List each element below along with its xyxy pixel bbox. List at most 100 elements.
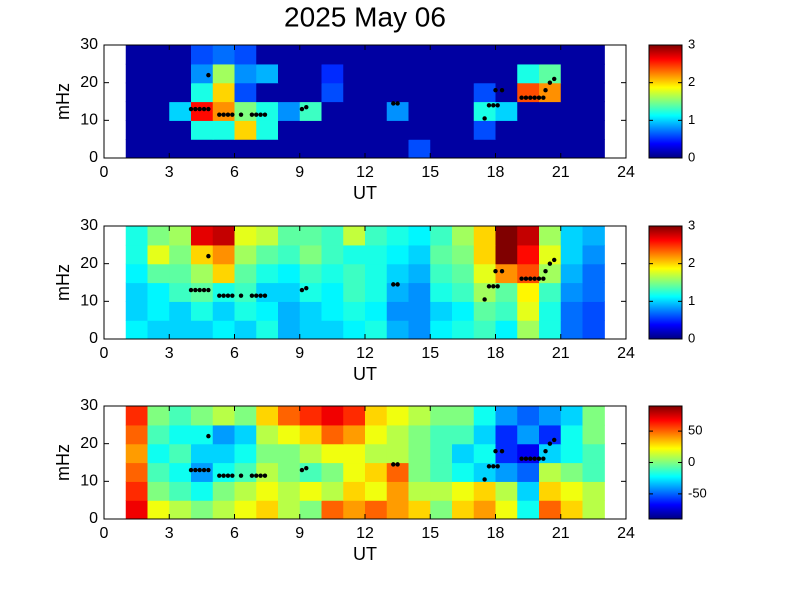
heatmap-cell (343, 226, 366, 246)
x-tick-label: 18 (487, 345, 505, 362)
heatmap-cell (147, 406, 170, 426)
heatmap-cell (191, 101, 214, 121)
marker-point (201, 467, 207, 473)
x-tick-label: 24 (617, 525, 635, 542)
heatmap-cell (256, 63, 279, 84)
heatmap-cell (278, 244, 301, 265)
y-tick-label: 20 (80, 255, 98, 272)
heatmap-cell (517, 424, 540, 445)
heatmap-cell (452, 481, 475, 501)
heatmap-cell (473, 63, 497, 84)
heatmap-cell (321, 263, 344, 284)
heatmap-cell (408, 244, 431, 265)
heatmap-cell (560, 406, 584, 426)
heatmap-cell (408, 500, 431, 519)
marker-point (304, 465, 309, 471)
heatmap-cell (430, 406, 453, 426)
heatmap-cell (125, 424, 149, 445)
heatmap-cell (517, 462, 540, 482)
marker-point (491, 103, 496, 108)
heatmap-cell (234, 244, 257, 265)
heatmap-cell (125, 244, 149, 265)
heatmap-cell (495, 226, 518, 246)
heatmap-cell (299, 462, 323, 482)
heatmap-cell (365, 424, 388, 445)
heatmap-cell (430, 443, 453, 464)
heatmap-cell (517, 244, 540, 265)
marker-point (197, 106, 202, 112)
heatmap-cell (473, 45, 497, 65)
heatmap-cell (256, 301, 279, 321)
heatmap-cell (365, 320, 388, 339)
colorbar (648, 225, 683, 340)
heatmap-cell (386, 45, 410, 65)
heatmap-cell (495, 120, 518, 140)
heatmap-cell (212, 120, 236, 140)
heatmap-cell (299, 101, 323, 121)
heatmap-cell (343, 406, 366, 426)
marker-point (299, 467, 305, 473)
heatmap-cell (278, 282, 301, 302)
heatmap-cell (365, 282, 388, 302)
heatmap-cell (473, 320, 497, 339)
heatmap-cell (430, 45, 453, 65)
heatmap-cell (495, 301, 518, 321)
heatmap-cell (517, 63, 540, 84)
heatmap-cell (430, 500, 453, 519)
marker-point (523, 95, 529, 100)
marker-point (188, 287, 194, 293)
marker-point (552, 76, 557, 82)
heatmap-cell (125, 320, 149, 339)
heatmap-cell (430, 481, 453, 501)
marker-point (249, 112, 255, 117)
marker-point (201, 287, 207, 293)
heatmap-cell (452, 443, 475, 464)
marker-point (238, 112, 244, 117)
heatmap-cell (343, 481, 366, 501)
heatmap-cell (321, 282, 344, 302)
marker-point (543, 269, 548, 274)
heatmap-cell (147, 500, 170, 519)
marker-point (482, 116, 487, 121)
heatmap-cell (539, 139, 562, 158)
heatmap-cell (256, 101, 279, 121)
heatmap-cell (147, 424, 170, 445)
heatmap-cell (408, 443, 431, 464)
heatmap-cell (495, 282, 518, 302)
heatmap-cell (321, 63, 344, 84)
heatmap-cell (452, 120, 475, 140)
heatmap-cell (517, 45, 540, 65)
heatmap-cell (343, 101, 366, 121)
heatmap-cell (365, 63, 388, 84)
colorbar-tick-label: 0 (688, 330, 695, 345)
marker-point (543, 88, 548, 93)
heatmap-cell (278, 120, 301, 140)
heatmap-cell (582, 120, 605, 140)
heatmap-cell (386, 462, 410, 482)
marker-point (541, 95, 546, 100)
heatmap-cell (256, 226, 279, 246)
heatmap-cell (125, 462, 149, 482)
marker-point (532, 456, 537, 461)
heatmap-cell (386, 120, 410, 140)
marker-point (536, 276, 542, 281)
heatmap-cell (430, 263, 453, 284)
heatmap-cell (125, 82, 149, 103)
x-tick-label: 0 (100, 525, 109, 542)
heatmap-cell (343, 120, 366, 140)
heatmap-cell (495, 443, 518, 464)
marker-point (519, 95, 524, 100)
heatmap-cell (386, 244, 410, 265)
marker-point (391, 101, 396, 106)
heatmap-cell (343, 139, 366, 158)
marker-point (482, 297, 487, 302)
heatmap-cell (430, 139, 453, 158)
heatmap-cell (299, 282, 323, 302)
heatmap-cell (125, 443, 149, 464)
heatmap-cell (408, 320, 431, 339)
heatmap-cell (473, 424, 497, 445)
marker-point (395, 101, 400, 106)
heatmap-cell (234, 226, 257, 246)
marker-point (543, 449, 548, 454)
heatmap-cell (212, 244, 236, 265)
